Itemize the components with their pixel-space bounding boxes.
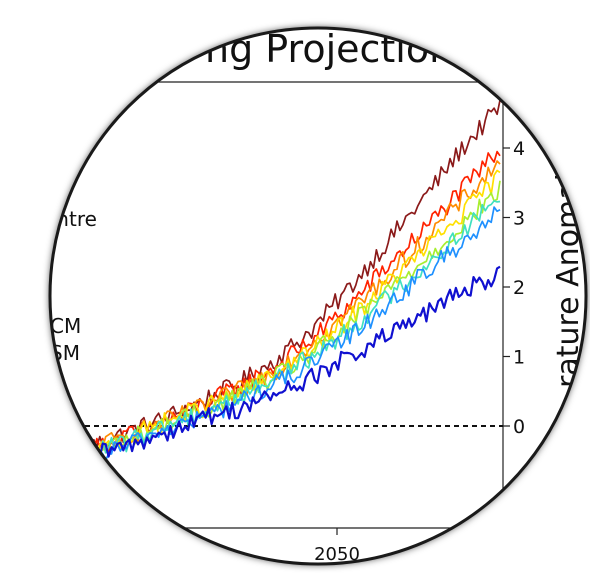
y-tick-label: 1 [513,347,525,369]
y-tick-label: 3 [513,208,525,230]
chart-title: ng Projection [205,27,453,71]
series-line-5 [87,200,501,461]
legend-label-centre: entre [44,207,97,231]
y-tick-label: 2 [513,277,525,299]
x-axis-ticks: 2050 [314,528,360,565]
x-tick-label: 2050 [314,544,360,565]
legend-label-cm: CM [50,314,81,338]
legend-dash: – [15,121,32,161]
series-line-7 [87,265,501,459]
y-tick-label: 4 [513,138,525,160]
series-line-1 [87,150,501,460]
lens-edge [48,26,588,566]
y-tick-label: 0 [513,416,525,438]
series-group [87,100,501,462]
y-axis-ticks: 0 1 2 3 4 [503,138,525,438]
